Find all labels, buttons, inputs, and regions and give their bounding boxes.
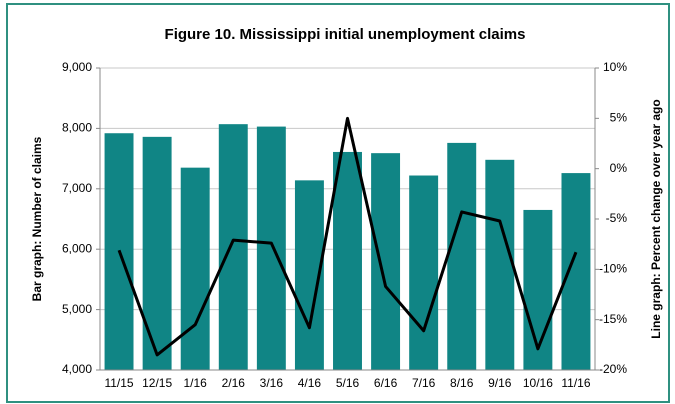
y2-axis-title: Line graph: Percent change over year ago: [649, 99, 663, 338]
x-tick-label: 5/16: [336, 376, 360, 390]
bar: [485, 159, 515, 370]
x-tick-label: 8/16: [450, 376, 474, 390]
bar: [523, 209, 553, 370]
x-tick-label: 2/16: [222, 376, 246, 390]
x-tick-label: 12/15: [142, 376, 172, 390]
bar: [371, 153, 401, 370]
x-tick-label: 7/16: [412, 376, 436, 390]
y2-tick-label: -5%: [606, 211, 628, 225]
bar: [142, 136, 172, 370]
y-tick-label: 7,000: [62, 181, 92, 195]
chart-title: Figure 10. Mississippi initial unemploym…: [165, 26, 526, 43]
bar: [409, 175, 439, 370]
x-tick-label: 1/16: [184, 376, 208, 390]
bar: [256, 126, 286, 370]
bar: [561, 173, 591, 370]
bar: [333, 151, 362, 370]
y2-tick-label: 0%: [610, 161, 628, 175]
line: [117, 116, 578, 357]
x-tick-label: 3/16: [260, 376, 284, 390]
bar: [218, 124, 248, 370]
x-tick-label: 4/16: [298, 376, 322, 390]
y-tick-label: 4,000: [62, 362, 92, 376]
y2-tick-label: -10%: [599, 262, 627, 276]
y2-tick-label: 5%: [610, 111, 628, 125]
x-tick-label: 11/16: [561, 376, 590, 390]
y2-tick-label: 10%: [603, 60, 627, 74]
y-tick-label: 9,000: [62, 60, 92, 74]
x-tick-label: 11/15: [104, 376, 133, 390]
y-axis-title: Bar graph: Number of claims: [30, 136, 44, 301]
x-tick-label: 6/16: [374, 376, 398, 390]
x-tick-label: 9/16: [488, 376, 512, 390]
y2-tick-label: -20%: [599, 362, 627, 376]
y-tick-label: 8,000: [62, 121, 92, 135]
y2-tick-label: -15%: [599, 312, 627, 326]
bar: [180, 167, 210, 370]
y-tick-label: 6,000: [62, 241, 92, 255]
bar: [447, 142, 477, 370]
frame: [6, 3, 670, 403]
x-tick-label: 10/16: [523, 376, 553, 390]
y-tick-label: 5,000: [62, 302, 92, 316]
